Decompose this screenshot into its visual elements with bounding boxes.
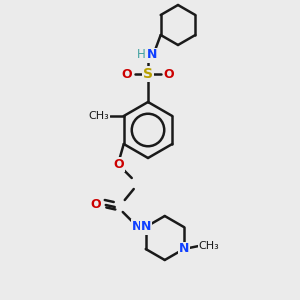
Text: O: O [113,158,124,170]
Text: N: N [147,49,157,62]
Text: S: S [143,67,153,81]
Text: O: O [122,68,132,80]
Text: O: O [164,68,174,80]
Text: N: N [132,220,142,232]
Text: CH₃: CH₃ [198,241,219,251]
Text: N: N [178,242,189,256]
Text: N: N [140,220,151,233]
Text: O: O [90,199,101,212]
Text: CH₃: CH₃ [88,111,109,121]
Text: H: H [136,49,146,62]
